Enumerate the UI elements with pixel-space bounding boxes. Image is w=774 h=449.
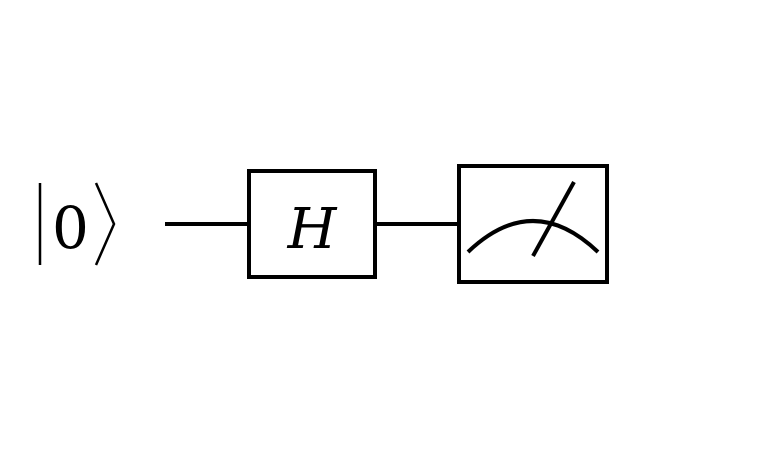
hadamard-gate: H	[247, 169, 377, 279]
meter-icon-needle	[531, 181, 576, 257]
measurement-gate	[457, 164, 609, 284]
hadamard-gate-box	[247, 169, 377, 279]
initial-state-ket: 0	[38, 182, 116, 266]
meter-icon-arc	[466, 219, 600, 254]
ket-right-angle	[94, 182, 116, 266]
measurement-gate-box	[457, 164, 609, 284]
hadamard-gate-label: H	[287, 197, 338, 262]
ket-qubit-value: 0	[52, 194, 89, 262]
